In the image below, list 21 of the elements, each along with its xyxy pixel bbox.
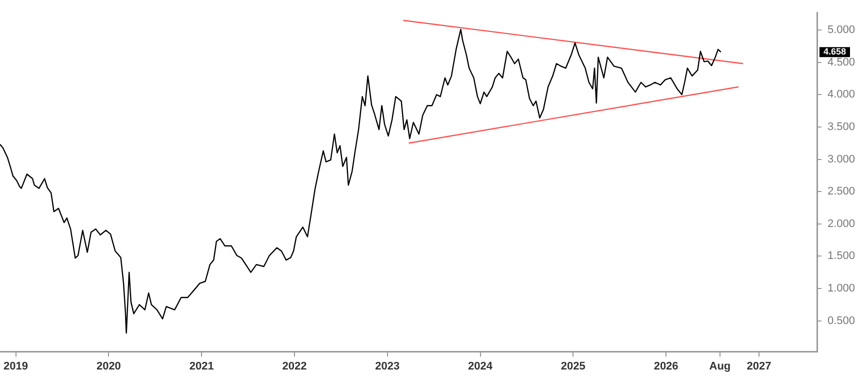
x-tick-label: 2027 bbox=[746, 360, 772, 372]
y-tick-label: 1.000 bbox=[827, 282, 856, 295]
annotation: 4.658 bbox=[823, 46, 846, 57]
x-tick-label: 2020 bbox=[96, 360, 121, 372]
x-tick-label: 2025 bbox=[560, 360, 586, 372]
x-tick-label: 2023 bbox=[375, 360, 400, 372]
x-tick-label: 2022 bbox=[282, 360, 307, 372]
x-tick-label: 2019 bbox=[4, 360, 28, 372]
y-tick-label: 0.500 bbox=[827, 314, 856, 327]
x-tick-label: 2021 bbox=[189, 360, 214, 372]
y-tick-label: 2.000 bbox=[827, 218, 856, 230]
x-tick-label: Aug bbox=[709, 360, 731, 372]
x-tick-label: 2024 bbox=[468, 360, 494, 372]
y-tick-label: 5.000 bbox=[827, 24, 856, 36]
y-tick-label: 4.500 bbox=[827, 56, 856, 68]
y-tick-label: 3.500 bbox=[827, 120, 856, 133]
y-tick-label: 3.000 bbox=[827, 153, 856, 166]
y-tick-label: 4.000 bbox=[827, 88, 856, 101]
x-tick-label: 2026 bbox=[654, 360, 678, 372]
y-tick-label: 2.500 bbox=[827, 186, 856, 198]
y-tick-label: 1.500 bbox=[827, 250, 856, 262]
